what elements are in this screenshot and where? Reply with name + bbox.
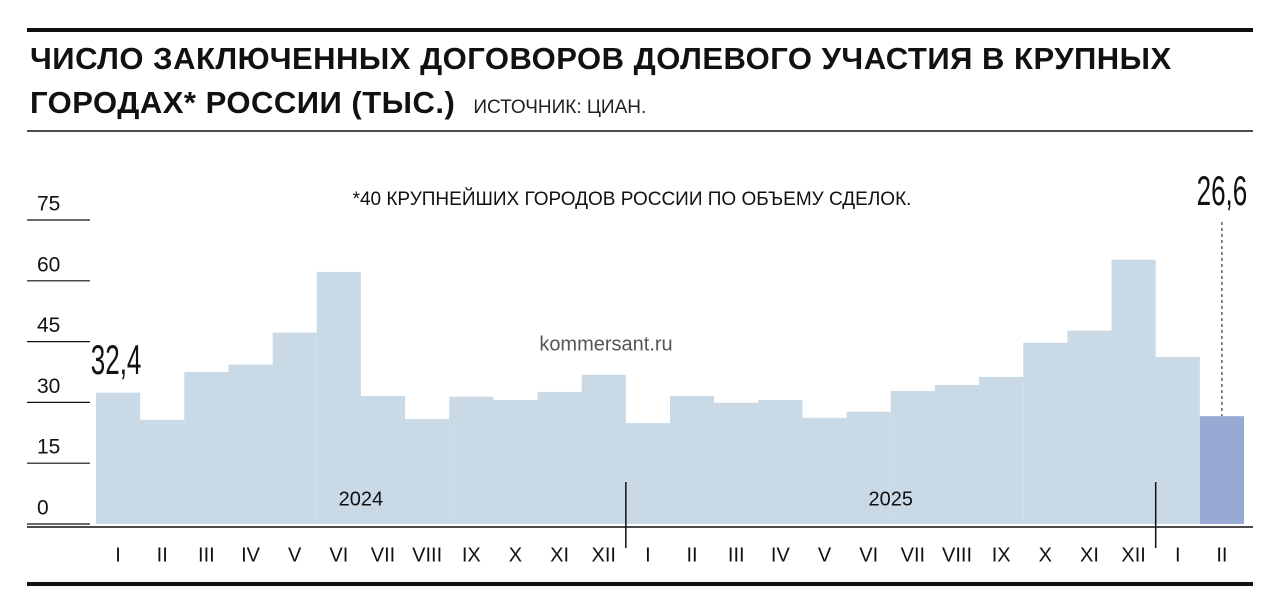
x-tick-label: X xyxy=(1039,544,1052,566)
x-tick-label: VIII xyxy=(412,544,442,566)
bar xyxy=(493,399,538,524)
bar xyxy=(670,395,715,524)
bar xyxy=(1155,357,1200,524)
x-tick-label: XI xyxy=(1080,544,1099,566)
bar xyxy=(581,374,626,524)
bar xyxy=(1067,330,1112,524)
y-tick-label: 15 xyxy=(37,436,60,459)
x-tick-label: II xyxy=(1216,544,1227,566)
x-tick-label: V xyxy=(288,544,302,566)
x-tick-label: VII xyxy=(901,544,925,566)
x-tick-label: IV xyxy=(771,544,791,566)
x-tick-label: I xyxy=(645,544,651,566)
x-tick-label: II xyxy=(687,544,698,566)
bar xyxy=(714,402,759,524)
x-tick-label: XII xyxy=(1121,544,1145,566)
x-tick-label: XII xyxy=(592,544,616,566)
bar xyxy=(1199,416,1244,524)
bar xyxy=(846,411,891,524)
x-tick-label: IV xyxy=(241,544,261,566)
bar xyxy=(758,399,803,524)
y-tick-label: 45 xyxy=(37,314,60,337)
x-tick-label: VII xyxy=(371,544,395,566)
bar xyxy=(1023,342,1068,524)
bar xyxy=(405,419,450,524)
x-tick-label: III xyxy=(728,544,745,566)
header: ЧИСЛО ЗАКЛЮЧЕННЫХ ДОГОВОРОВ ДОЛЕВОГО УЧА… xyxy=(30,40,1250,128)
bar xyxy=(316,271,361,524)
bar xyxy=(934,384,980,524)
x-tick-label: I xyxy=(115,544,121,566)
x-tick-label: IX xyxy=(462,544,481,566)
value-label: 26,6 xyxy=(1197,168,1248,215)
bar xyxy=(360,395,406,524)
bar xyxy=(802,417,847,524)
x-tick-label: IX xyxy=(992,544,1011,566)
watermark: kommersant.ru xyxy=(539,333,672,355)
bar xyxy=(625,423,670,524)
bar xyxy=(140,419,185,524)
bar xyxy=(228,364,273,524)
x-tick-label: VI xyxy=(859,544,878,566)
y-tick-label: 60 xyxy=(37,253,60,276)
y-tick-label: 30 xyxy=(37,375,60,398)
x-tick-label: III xyxy=(198,544,215,566)
x-tick-label: I xyxy=(1175,544,1181,566)
bar xyxy=(272,332,317,524)
bar xyxy=(184,372,229,524)
x-tick-label: V xyxy=(818,544,832,566)
year-label: 2024 xyxy=(339,488,384,510)
x-tick-label: X xyxy=(509,544,522,566)
bar xyxy=(1111,259,1156,524)
x-tick-label: II xyxy=(157,544,168,566)
value-label: 32,4 xyxy=(91,337,142,384)
bar xyxy=(449,396,494,524)
footnote: *40 КРУПНЕЙШИХ ГОРОДОВ РОССИИ ПО ОБЪЕМУ … xyxy=(353,188,912,210)
chart-title: ЧИСЛО ЗАКЛЮЧЕННЫХ ДОГОВОРОВ ДОЛЕВОГО УЧА… xyxy=(30,41,1172,120)
x-tick-label: VIII xyxy=(942,544,972,566)
y-tick-label: 0 xyxy=(37,497,49,520)
year-label: 2025 xyxy=(869,488,914,510)
x-tick-label: VI xyxy=(329,544,348,566)
source: ИСТОЧНИК: ЦИАН. xyxy=(473,97,647,118)
bar xyxy=(96,392,141,524)
bar xyxy=(979,376,1024,524)
bar xyxy=(890,391,935,524)
y-tick-label: 75 xyxy=(37,193,60,216)
x-tick-label: XI xyxy=(550,544,569,566)
bar xyxy=(537,391,582,524)
